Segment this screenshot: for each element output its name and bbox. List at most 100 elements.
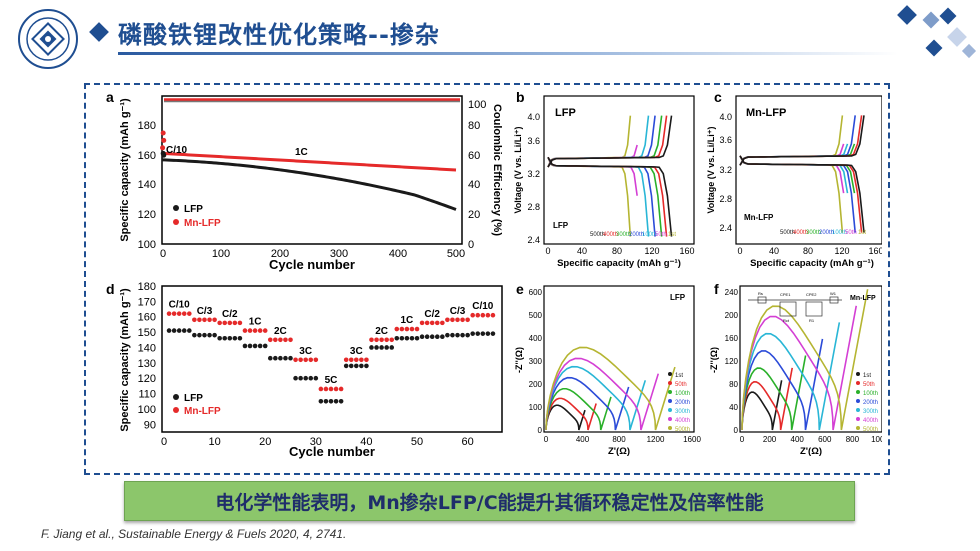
d-point-mnlfp — [273, 337, 278, 343]
legend-label: 300th — [675, 409, 690, 415]
cycle-label: 50th — [655, 232, 667, 238]
citation: F. Jiang et al., Sustainable Energy & Fu… — [41, 527, 347, 541]
a-ytick: 120 — [138, 209, 156, 221]
cycle-label: 1st — [668, 232, 676, 238]
panel-d-axes — [161, 285, 503, 433]
voltage-curve — [739, 155, 865, 233]
d-point-lfp — [414, 335, 420, 341]
d-ytick: 130 — [138, 358, 156, 370]
b-xtick: 80 — [612, 246, 622, 256]
f-circuit-label: R1 — [809, 318, 815, 323]
xtick: 800 — [846, 435, 860, 444]
d-point-mnlfp — [197, 317, 202, 323]
b-corner-label: LFP — [553, 221, 569, 230]
a-series-lfp — [161, 158, 457, 211]
d-point-mnlfp — [267, 337, 273, 343]
legend-label: 50th — [863, 382, 875, 388]
f-ylabel: -Z''(Ω) — [709, 347, 719, 373]
cycle-label: 50th — [845, 230, 857, 236]
panel-b-curves — [547, 115, 673, 237]
a-point-c10 — [160, 130, 166, 136]
d-point-mnlfp — [303, 357, 308, 363]
c-ytick: 2.8 — [719, 194, 732, 204]
d-point-lfp — [404, 335, 410, 341]
nyquist-curve — [741, 305, 858, 431]
d-point-mnlfp — [232, 320, 238, 326]
panel-b-axes — [543, 95, 695, 245]
d-point-lfp — [176, 328, 182, 333]
voltage-curve — [547, 115, 656, 168]
d-point-lfp — [338, 398, 344, 404]
f-circuit-label: CPE1 — [780, 292, 791, 297]
d-point-mnlfp — [308, 357, 314, 363]
nyquist-curve — [545, 387, 612, 431]
d-point-mnlfp — [424, 320, 430, 326]
b-xlabel: Specific capacity (mAh g⁻¹) — [557, 258, 681, 269]
d-point-mnlfp — [192, 317, 197, 323]
d-point-mnlfp — [212, 317, 217, 323]
d-point-lfp — [278, 355, 283, 361]
a-annot-1c: 1C — [295, 147, 308, 158]
a-ytick: 100 — [138, 239, 156, 251]
a-ytick-right: 0 — [468, 239, 474, 251]
d-point-lfp — [308, 375, 314, 381]
nyquist-curve — [545, 365, 647, 431]
d-point-lfp — [364, 363, 369, 369]
legend-marker — [856, 381, 860, 385]
figure-frame — [84, 83, 890, 475]
d-point-lfp — [384, 345, 389, 350]
d-point-lfp — [257, 343, 263, 349]
university-logo — [18, 9, 78, 69]
d-point-mnlfp — [490, 312, 496, 318]
panel-d-plot — [166, 311, 496, 404]
d-point-mnlfp — [359, 357, 364, 363]
xtick: 0 — [740, 435, 745, 444]
d-point-mnlfp — [480, 312, 486, 318]
d-point-mnlfp — [181, 311, 187, 316]
nyquist-curve — [545, 357, 660, 431]
c-xtick: 120 — [834, 246, 849, 256]
d-point-mnlfp — [338, 386, 344, 392]
nyquist-curve — [545, 397, 597, 431]
nyquist-curve — [741, 367, 794, 431]
d-ytick: 150 — [138, 327, 156, 339]
d-point-mnlfp — [429, 320, 435, 326]
nyquist-curve — [545, 404, 586, 431]
d-ylabel: Specific capacity (mAh g⁻¹) — [119, 288, 131, 432]
voltage-curve — [739, 155, 849, 194]
d-point-mnlfp — [187, 311, 192, 316]
e-xticks: 0 400 800 1200 1600 — [544, 435, 702, 444]
a-ytick: 180 — [138, 120, 156, 132]
d-point-lfp — [455, 332, 460, 338]
d-point-mnlfp — [318, 386, 324, 392]
a-xlabel: Cycle number — [269, 257, 355, 272]
d-point-mnlfp — [252, 328, 258, 333]
d-point-mnlfp — [364, 357, 369, 363]
d-point-mnlfp — [343, 357, 349, 363]
a-xtick: 200 — [271, 248, 289, 260]
composite-figure: a 100 120 140 160 180 0 20 40 60 80 100 … — [106, 89, 882, 459]
xtick: 400 — [791, 435, 805, 444]
f-legend: 1st 50th 100th 200th 300th 400th 500th — [856, 372, 878, 433]
ytick: 600 — [529, 288, 543, 297]
d-point-lfp — [465, 332, 470, 338]
d-rate-label: C/10 — [472, 301, 494, 312]
a-xtick: 400 — [389, 248, 407, 260]
e-legend: 1st 50th 100th 200th 300th 400th 500th — [668, 372, 690, 433]
d-ytick: 100 — [138, 404, 156, 416]
d-xtick: 50 — [411, 436, 423, 448]
a-ytick-right: 40 — [468, 179, 480, 191]
b-ytick: 2.8 — [527, 202, 540, 212]
d-point-lfp — [318, 398, 324, 404]
voltage-curve — [547, 156, 673, 237]
voltage-curve — [739, 155, 845, 194]
d-point-lfp — [394, 335, 400, 341]
legend-label: 500th — [675, 427, 690, 433]
d-point-lfp — [348, 363, 354, 369]
f-circuit-label: Rs — [758, 291, 763, 296]
d-ytick: 170 — [138, 296, 156, 308]
cycle-label: 300th — [806, 230, 821, 236]
legend-marker — [668, 426, 672, 430]
legend-marker — [668, 408, 672, 412]
